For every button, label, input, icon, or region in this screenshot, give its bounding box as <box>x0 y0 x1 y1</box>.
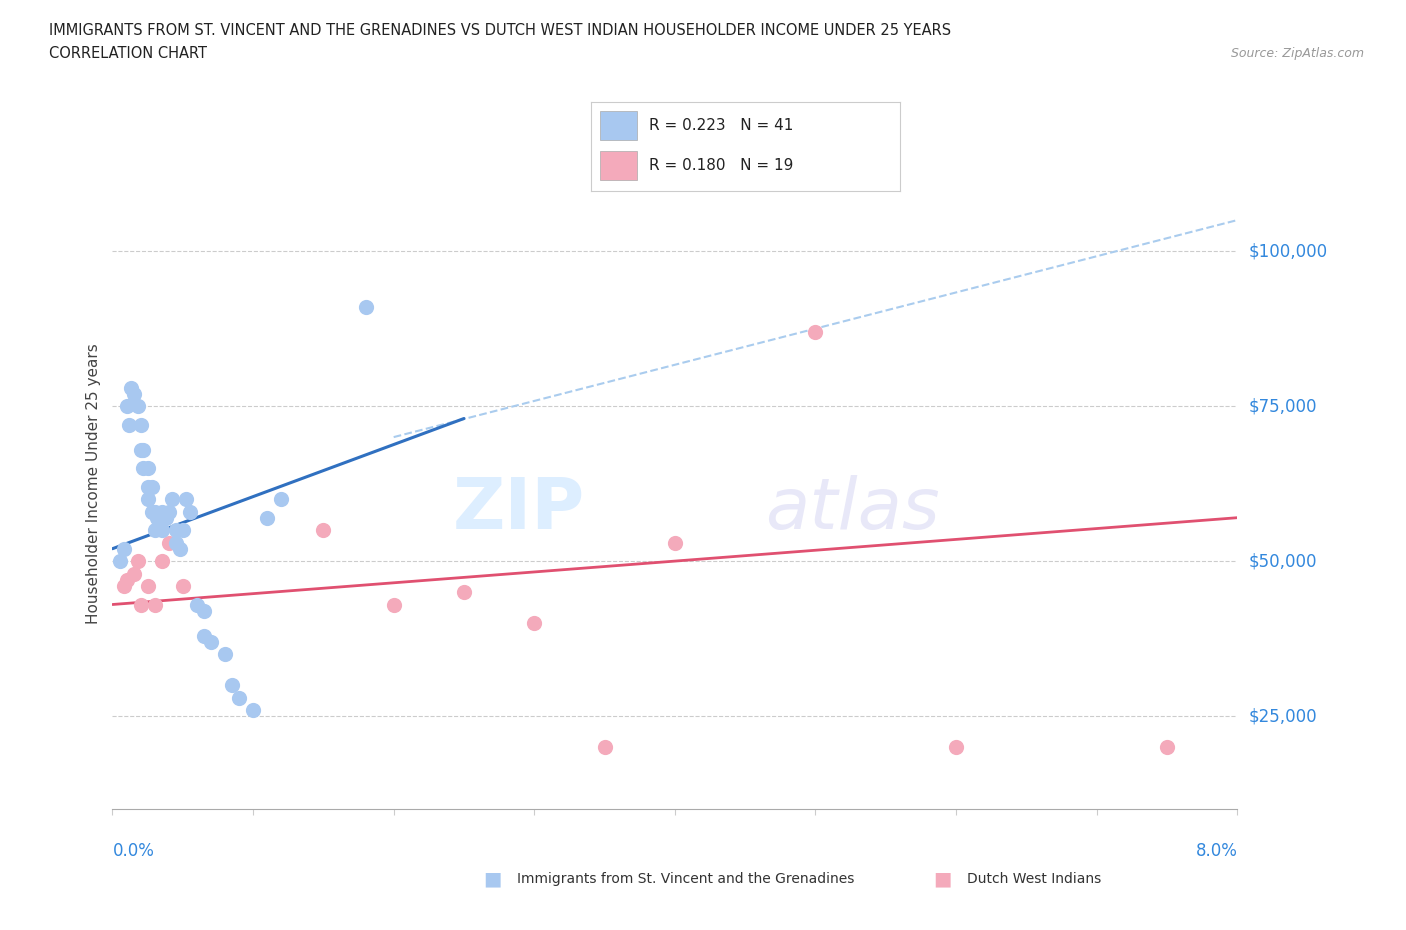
Point <box>382 597 405 612</box>
Point <box>242 702 264 717</box>
Text: Source: ZipAtlas.com: Source: ZipAtlas.com <box>1230 46 1364 60</box>
Point <box>157 535 180 550</box>
Point <box>115 399 138 414</box>
Point <box>593 739 616 754</box>
Point <box>143 523 166 538</box>
Point <box>193 604 215 618</box>
Point <box>169 541 191 556</box>
Point <box>200 634 222 649</box>
Point <box>165 535 187 550</box>
Point <box>172 578 194 593</box>
Point <box>132 460 155 475</box>
Point <box>143 504 166 519</box>
Text: ■: ■ <box>482 870 502 888</box>
Point <box>132 442 155 457</box>
Point <box>155 511 177 525</box>
Point <box>127 553 149 568</box>
Text: 8.0%: 8.0% <box>1195 842 1237 859</box>
Point <box>122 386 145 401</box>
Point <box>136 460 159 475</box>
Point <box>136 479 159 494</box>
Y-axis label: Householder Income Under 25 years: Householder Income Under 25 years <box>86 343 101 624</box>
Point <box>129 597 152 612</box>
Point <box>115 572 138 587</box>
Point <box>150 523 173 538</box>
Point <box>453 585 475 600</box>
Text: CORRELATION CHART: CORRELATION CHART <box>49 46 207 61</box>
Point <box>312 523 335 538</box>
Point <box>172 523 194 538</box>
Point <box>129 418 152 432</box>
Bar <box>600 151 637 180</box>
Point <box>129 442 152 457</box>
Point <box>112 578 135 593</box>
Point <box>664 535 686 550</box>
Point <box>945 739 967 754</box>
Text: IMMIGRANTS FROM ST. VINCENT AND THE GRENADINES VS DUTCH WEST INDIAN HOUSEHOLDER : IMMIGRANTS FROM ST. VINCENT AND THE GREN… <box>49 23 952 38</box>
Point <box>141 504 163 519</box>
Point <box>146 511 169 525</box>
Point <box>143 597 166 612</box>
Point <box>160 492 183 507</box>
Point <box>228 690 250 705</box>
Point <box>157 504 180 519</box>
Point <box>118 418 141 432</box>
Text: Immigrants from St. Vincent and the Grenadines: Immigrants from St. Vincent and the Gren… <box>517 871 855 886</box>
Point <box>122 566 145 581</box>
Point <box>165 523 187 538</box>
Point <box>120 380 142 395</box>
Point <box>136 578 159 593</box>
Point <box>214 646 236 661</box>
Text: ■: ■ <box>932 870 952 888</box>
Point <box>354 299 377 314</box>
Point <box>141 479 163 494</box>
Point <box>193 628 215 643</box>
Text: $100,000: $100,000 <box>1249 242 1327 260</box>
Point <box>108 553 131 568</box>
Point <box>186 597 208 612</box>
Point <box>1156 739 1178 754</box>
Point <box>127 399 149 414</box>
Point <box>136 492 159 507</box>
Point <box>174 492 197 507</box>
Text: R = 0.180   N = 19: R = 0.180 N = 19 <box>650 158 793 173</box>
Point <box>256 511 278 525</box>
Text: 0.0%: 0.0% <box>112 842 155 859</box>
Bar <box>600 112 637 140</box>
Text: Dutch West Indians: Dutch West Indians <box>967 871 1101 886</box>
Point <box>804 325 827 339</box>
Point <box>221 678 243 693</box>
Text: ZIP: ZIP <box>453 475 585 544</box>
Text: atlas: atlas <box>765 475 939 544</box>
Text: $75,000: $75,000 <box>1249 397 1317 415</box>
Point <box>150 553 173 568</box>
Point <box>523 616 546 631</box>
Text: R = 0.223   N = 41: R = 0.223 N = 41 <box>650 118 793 133</box>
Point <box>270 492 292 507</box>
Point <box>179 504 201 519</box>
Text: $50,000: $50,000 <box>1249 552 1317 570</box>
Point <box>150 504 173 519</box>
Point <box>112 541 135 556</box>
Text: $25,000: $25,000 <box>1249 707 1317 725</box>
